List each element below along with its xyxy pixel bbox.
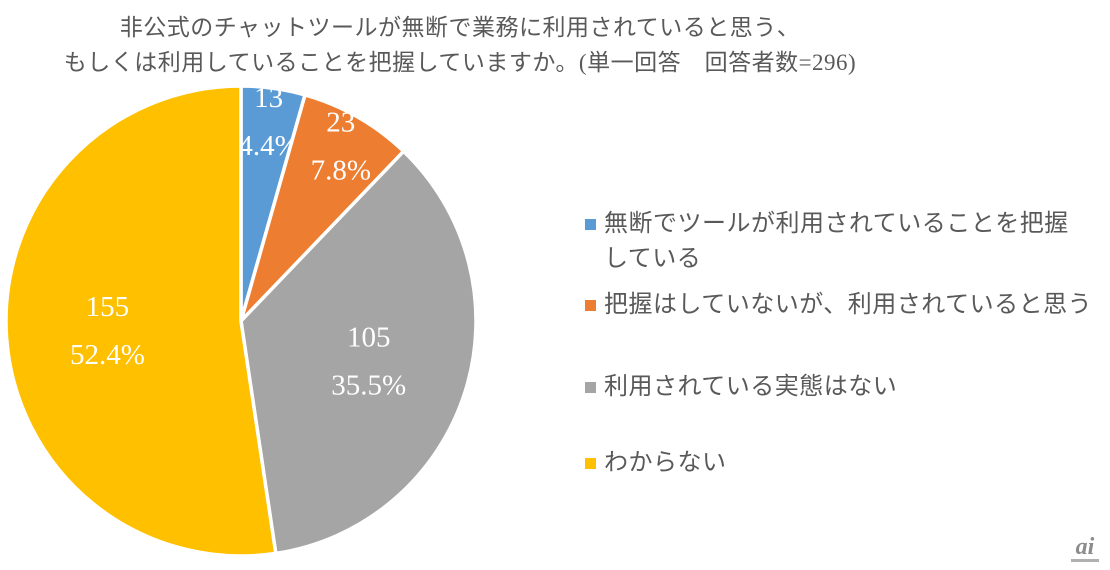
legend-marker-gray-icon: [585, 382, 596, 393]
pie-slice-2: [239, 148, 478, 556]
pie-slice-1: [239, 92, 407, 323]
chart-title-line1: 非公式のチャットツールが無断で業務に利用されていると思う、: [119, 15, 801, 40]
logo-text: ai: [1075, 534, 1095, 560]
legend-item-1: 把握はしていないが、利用されていると思う: [585, 288, 1096, 323]
pie-label-value-1: 23: [326, 107, 355, 139]
legend-marker-yellow-icon: [585, 458, 596, 469]
asahi-interactive-logo: ai: [1068, 534, 1102, 562]
pie-label-percent-3: 52.4%: [70, 339, 145, 371]
pie-label-percent-1: 7.8%: [311, 155, 371, 187]
pie-label-value-0: 13: [254, 82, 283, 114]
pie-label-value-3: 155: [86, 291, 130, 323]
legend-marker-blue-icon: [585, 219, 596, 230]
legend-label-1: 把握はしていないが、利用されていると思う: [604, 292, 1093, 318]
logo-subtext-bar: [1071, 559, 1099, 562]
chart-title-line2: もしくは利用していることを把握していますか。(単一回答 回答者数=296): [63, 50, 857, 75]
legend-marker-orange-icon: [585, 300, 596, 311]
legend-label-0: 無断でツールが利用されていることを把握 している: [604, 211, 1069, 272]
legend-item-0: 無断でツールが利用されていることを把握 している: [585, 207, 1096, 277]
legend-item-2: 利用されている実態はない: [585, 370, 1096, 405]
legend-item-3: わからない: [585, 446, 1096, 481]
legend-label-2: 利用されている実態はない: [604, 374, 898, 400]
legend-label-3: わからない: [604, 450, 727, 476]
pie-label-value-2: 105: [347, 322, 391, 354]
pie-label-percent-2: 35.5%: [331, 370, 406, 402]
chart-title: 非公式のチャットツールが無断で業務に利用されていると思う、 もしくは利用している…: [40, 10, 880, 80]
pie-slice-3: [4, 84, 278, 558]
